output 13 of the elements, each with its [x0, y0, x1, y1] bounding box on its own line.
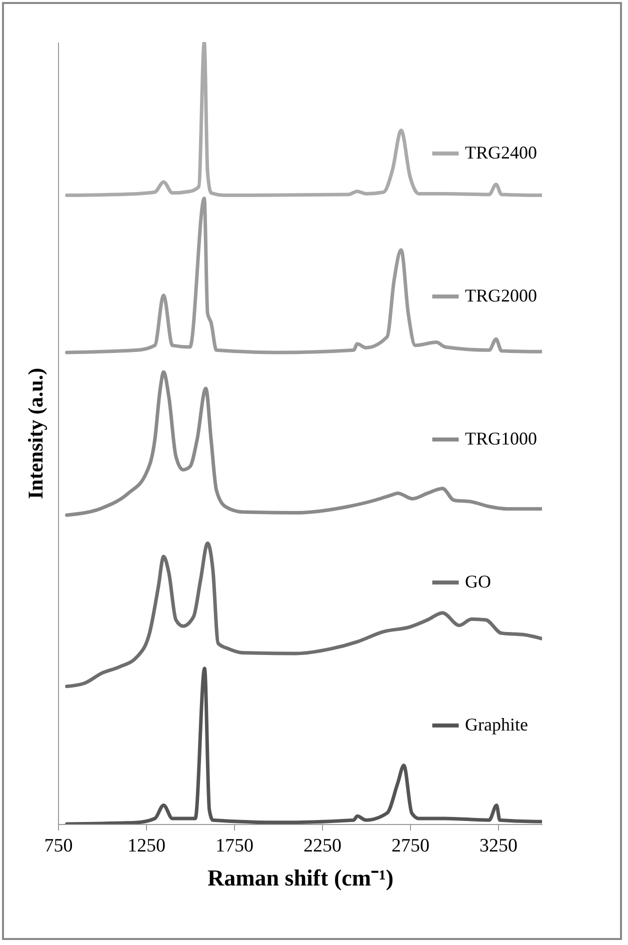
x-tick-label: 1250: [128, 836, 166, 856]
x-tick-label: 750: [44, 836, 73, 856]
x-tick-label: 2250: [304, 836, 342, 856]
x-tick-label: 3250: [480, 836, 518, 856]
legend-label: TRG1000: [465, 428, 537, 448]
x-tick-label: 1750: [216, 836, 254, 856]
legend-label: TRG2400: [465, 142, 537, 162]
legend-label: GO: [465, 572, 491, 592]
y-axis-title: Intensity (a.u.): [24, 368, 48, 500]
legend-label: Graphite: [465, 714, 528, 734]
x-tick-label: 2750: [392, 836, 430, 856]
legend-label: TRG2000: [465, 286, 537, 306]
x-axis-title: Raman shift (cm⁻¹): [207, 866, 394, 890]
